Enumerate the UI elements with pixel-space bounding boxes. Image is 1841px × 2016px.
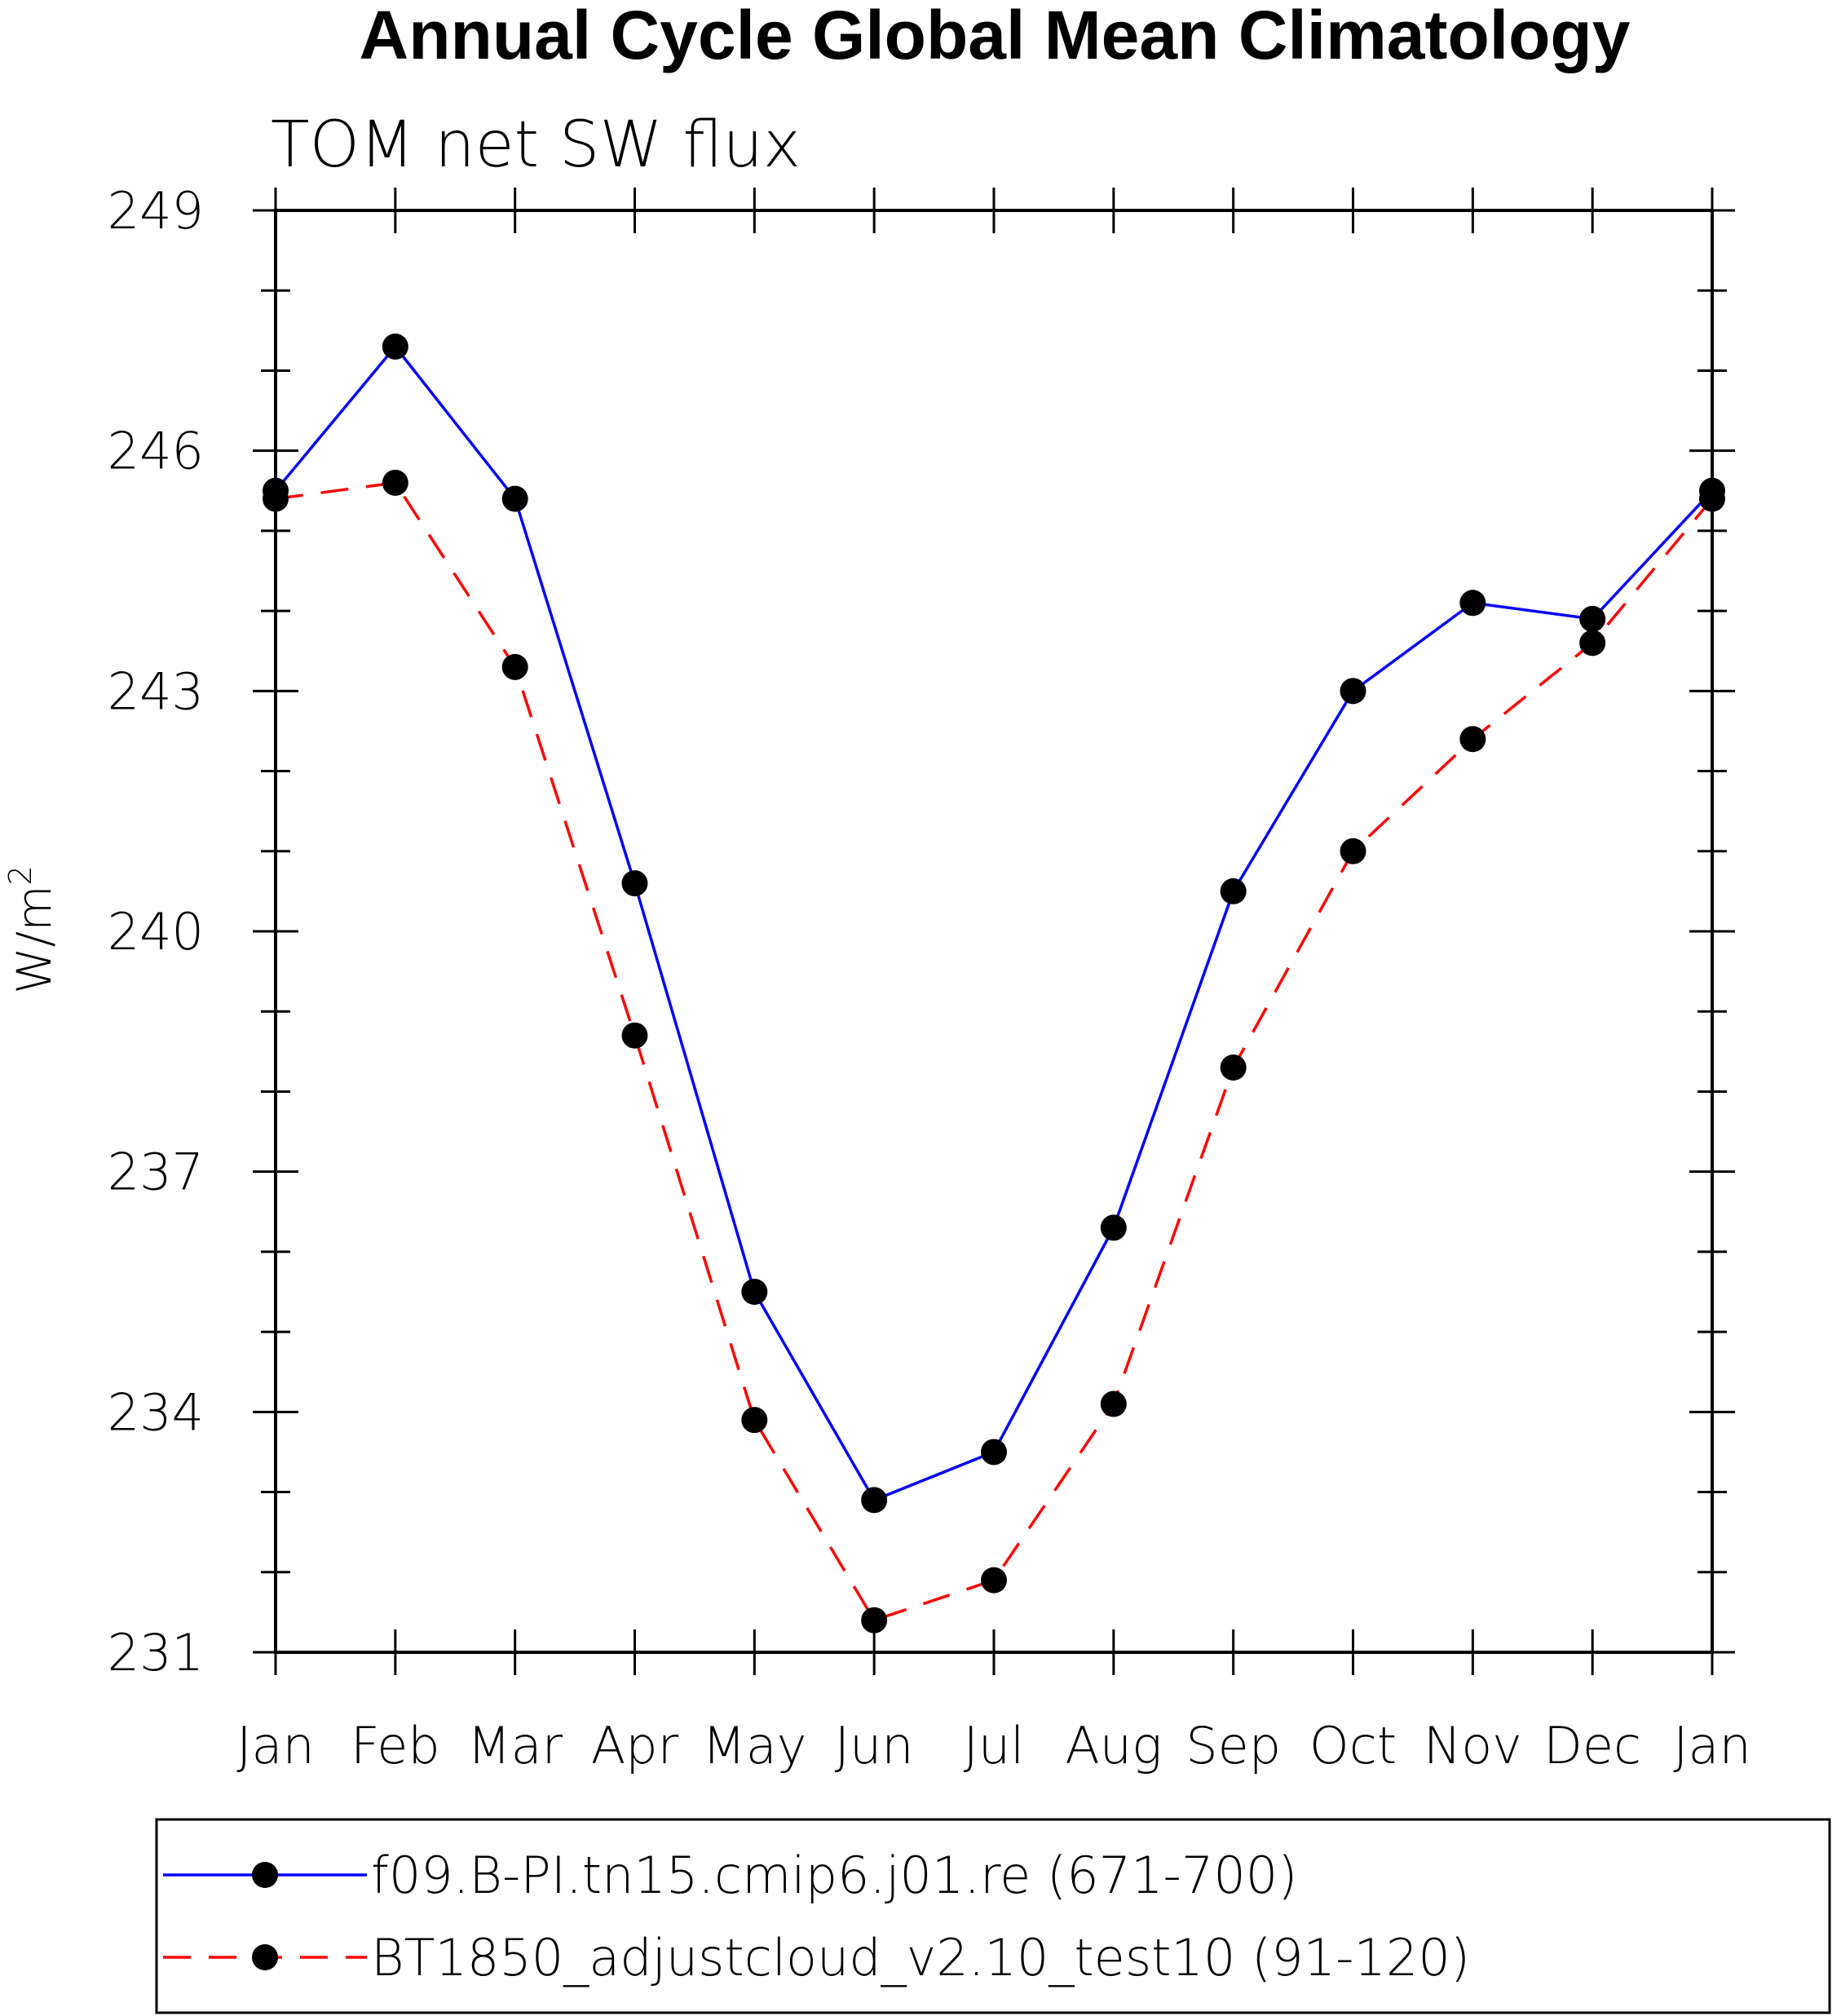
data-point [1699,485,1725,512]
chart-title: Annual Cycle Global Mean Climatology [360,0,1631,73]
legend-label-2: BT1850_adjustcloud_v2.10_test10 (91-120) [371,1928,1470,1987]
x-tick-labels: Jan Feb Mar Apr May Jun Jul Aug Sep Oct Nov Dec Jan [236,1716,1751,1775]
data-point [501,485,528,512]
x-tick-label: May [702,1716,806,1775]
y-axis-label-exponent: 2 [2,865,38,885]
y-axis-label-unit: W/m [7,885,62,993]
data-point [1340,838,1366,864]
data-point [263,485,289,512]
x-tick-label: Aug [1065,1716,1162,1775]
data-point [621,1022,648,1049]
data-point [1579,605,1606,632]
x-tick-label: Oct [1309,1716,1397,1775]
x-tick-label: Mar [467,1716,563,1775]
x-tick-label: Nov [1424,1716,1522,1775]
data-point [1100,1214,1127,1241]
x-tick-label: Jan [1673,1716,1751,1775]
legend-marker-2 [252,1944,278,1970]
data-point [1340,678,1366,705]
series-layer [263,333,1725,1634]
data-point [1220,878,1247,904]
y-axis-label: W/m2 [2,865,62,994]
data-point [382,333,408,360]
y-tick-label: 234 [108,1382,204,1442]
data-point [501,653,528,680]
x-tick-label: Feb [351,1716,440,1775]
legend-label-1: f09.B-PI.tn15.cmip6.j01.re (671-700) [371,1846,1297,1905]
data-point [861,1487,888,1514]
y-tick-label: 243 [108,661,204,721]
data-point [1579,630,1606,657]
data-point [741,1407,768,1434]
data-point [981,1567,1007,1594]
legend: f09.B-PI.tn15.cmip6.j01.re (671-700) BT18… [163,1846,1470,1987]
y-tick-label: 249 [108,181,204,241]
x-tick-label: Apr [591,1716,679,1775]
y-tick-label: 237 [108,1143,204,1202]
legend-marker-1 [252,1862,278,1888]
y-tick-label: 246 [108,422,204,481]
data-point [1100,1390,1127,1417]
x-tick-label: Sep [1185,1716,1281,1775]
data-point [382,469,408,496]
axis-ticks [253,188,1735,1675]
data-point [981,1439,1007,1466]
data-point [621,870,648,897]
chart-subtitle: TOM net SW flux [271,108,801,182]
y-tick-label: 231 [108,1623,204,1682]
y-tick-labels: 231 234 237 240 243 246 249 [108,181,204,1682]
data-point [861,1607,888,1634]
x-tick-label: Jun [835,1716,914,1775]
data-point [1459,590,1486,617]
x-tick-label: Jan [236,1716,315,1775]
series-line-1 [274,344,1714,1502]
data-point [1220,1054,1247,1081]
data-point [741,1279,768,1305]
x-tick-label: Dec [1543,1716,1641,1775]
legend-box [155,1818,1831,2014]
x-tick-label: Jul [964,1716,1025,1775]
y-tick-label: 240 [108,902,204,962]
data-point [1459,726,1486,753]
plot-frame [274,209,1714,1654]
